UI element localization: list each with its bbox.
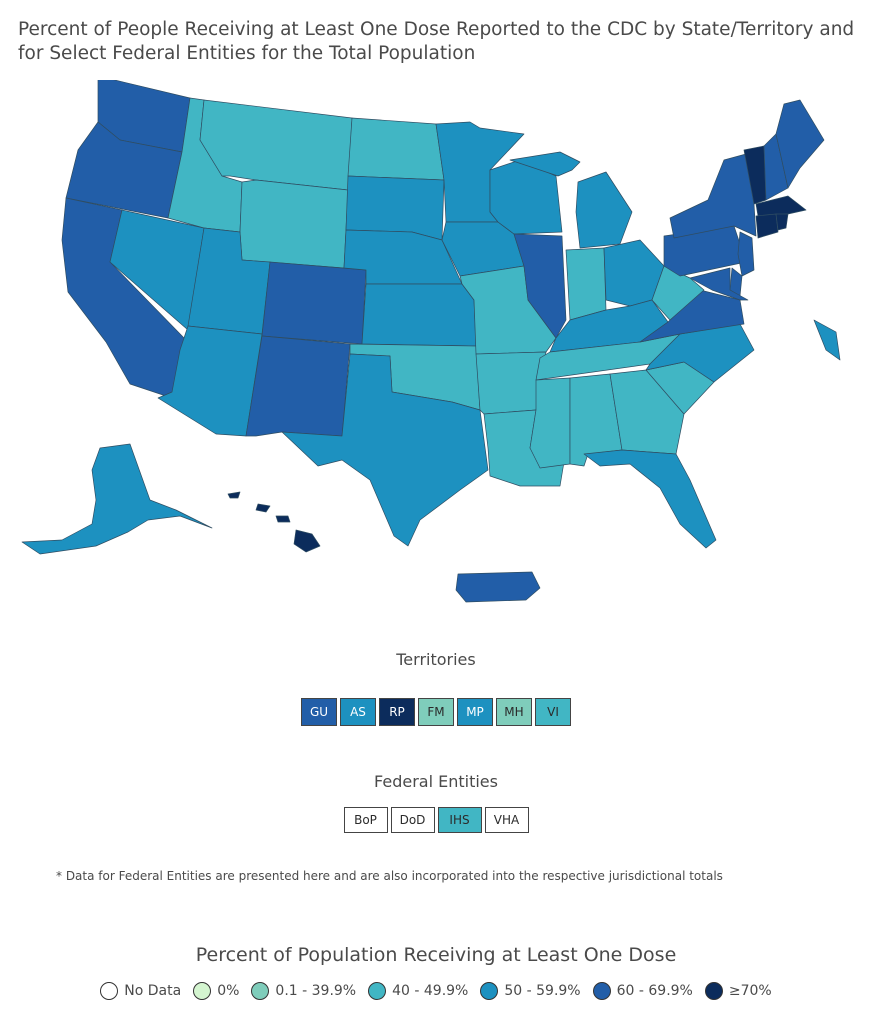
- legend-swatch: [100, 982, 119, 1000]
- legend: No Data 0% 0.1 - 39.9% 40 - 49.9% 50 - 59.9%…: [0, 982, 872, 1000]
- state-CO[interactable]: [261, 261, 367, 345]
- state-MD[interactable]: [689, 267, 749, 301]
- legend-item[interactable]: 0%: [193, 982, 239, 1000]
- territory-tile-rp[interactable]: RP: [379, 698, 415, 726]
- state-HI[interactable]: [227, 491, 321, 553]
- territory-tiles: GU AS RP FM MP MH VI: [0, 698, 872, 726]
- territory-tile-mp[interactable]: MP: [457, 698, 493, 726]
- legend-swatch: [704, 982, 723, 1000]
- territory-tile-vi[interactable]: VI: [535, 698, 571, 726]
- territory-tile-fm[interactable]: FM: [418, 698, 454, 726]
- territory-tile-gu[interactable]: GU: [301, 698, 337, 726]
- legend-label: ≥70%: [728, 983, 772, 999]
- state-DC[interactable]: [813, 319, 841, 361]
- legend-item[interactable]: ≥70%: [704, 982, 772, 1000]
- federal-entity-tile-vha[interactable]: VHA: [484, 807, 529, 833]
- legend-item[interactable]: 0.1 - 39.9%: [251, 982, 356, 1000]
- us-choropleth-map: [21, 80, 841, 603]
- state-WY[interactable]: [239, 179, 349, 269]
- federal-entity-tile-ihs[interactable]: IHS: [437, 807, 482, 833]
- state-ME[interactable]: [775, 99, 825, 189]
- map-title: Percent of People Receiving at Least One…: [18, 19, 855, 64]
- state-NJ[interactable]: [737, 231, 755, 277]
- federal-entity-tiles: BoP DoD IHS VHA: [0, 807, 872, 833]
- state-CT[interactable]: [755, 213, 779, 239]
- state-RI[interactable]: [775, 213, 789, 231]
- territory-tile-as[interactable]: AS: [340, 698, 376, 726]
- legend-item[interactable]: 50 - 59.9%: [480, 982, 581, 1000]
- state-MS[interactable]: [529, 377, 571, 469]
- state-TX[interactable]: [281, 353, 489, 547]
- state-IN[interactable]: [565, 247, 607, 321]
- federal-entity-tile-bop[interactable]: BoP: [343, 807, 388, 833]
- legend-label: 50 - 59.9%: [504, 983, 581, 999]
- state-NM[interactable]: [245, 335, 351, 437]
- state-AR[interactable]: [475, 351, 547, 415]
- legend-swatch: [592, 982, 611, 1000]
- state-FL[interactable]: [583, 449, 717, 549]
- state-MA[interactable]: [755, 195, 807, 217]
- legend-item[interactable]: 60 - 69.9%: [592, 982, 693, 1000]
- federal-entities-title: Federal Entities: [374, 772, 498, 791]
- legend-swatch: [193, 982, 212, 1000]
- state-KS[interactable]: [361, 283, 477, 347]
- legend-label: 60 - 69.9%: [616, 983, 693, 999]
- state-ND[interactable]: [347, 117, 445, 181]
- legend-swatch: [480, 982, 499, 1000]
- territory-tile-mh[interactable]: MH: [496, 698, 532, 726]
- state-NY[interactable]: [669, 153, 757, 239]
- legend-swatch: [368, 982, 387, 1000]
- state-MI[interactable]: [509, 151, 633, 249]
- state-GA[interactable]: [609, 369, 685, 455]
- territories-title: Territories: [396, 650, 476, 669]
- legend-title: Percent of Population Receiving at Least…: [195, 944, 677, 966]
- legend-label: 40 - 49.9%: [392, 983, 469, 999]
- territory-PR[interactable]: [455, 571, 541, 603]
- legend-label: 0%: [217, 983, 240, 999]
- legend-label: 0.1 - 39.9%: [275, 983, 357, 999]
- state-AK[interactable]: [21, 443, 213, 555]
- state-WV[interactable]: [651, 265, 705, 321]
- federal-note: * Data for Federal Entities are presente…: [56, 869, 723, 883]
- federal-entity-tile-dod[interactable]: DoD: [390, 807, 435, 833]
- legend-swatch: [251, 982, 270, 1000]
- legend-item[interactable]: 40 - 49.9%: [368, 982, 468, 1000]
- legend-item[interactable]: No Data: [100, 982, 181, 1000]
- legend-label: No Data: [124, 983, 182, 999]
